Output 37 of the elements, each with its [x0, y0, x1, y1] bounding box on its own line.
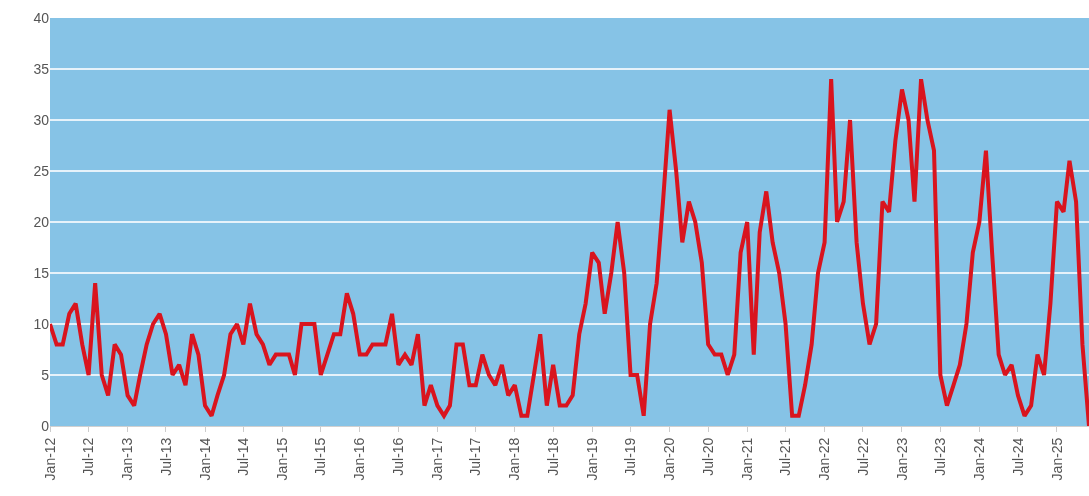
y-tick-label: 25 — [33, 162, 50, 179]
x-tick-label: Jan-14 — [196, 437, 213, 481]
x-tick-label: Jan-23 — [893, 437, 910, 481]
x-tick-label: Jul-21 — [777, 437, 794, 476]
x-tick-label: Jul-18 — [544, 437, 561, 476]
y-tick-label: 20 — [33, 213, 50, 230]
x-tick-label: Jan-22 — [816, 437, 833, 481]
x-tick-label: Jan-16 — [351, 437, 368, 481]
x-tick-label: Jul-17 — [467, 437, 484, 476]
x-tick-label: Jan-15 — [273, 437, 290, 481]
x-tick-label: Jan-18 — [506, 437, 523, 481]
x-tick-label: Jul-15 — [312, 437, 329, 476]
x-tick-label: Jul-20 — [699, 437, 716, 476]
x-tick-label: Jan-13 — [119, 437, 136, 481]
x-tick-label: Jul-22 — [854, 437, 871, 476]
x-tick-label: Jan-21 — [738, 437, 755, 481]
line-series — [50, 77, 1089, 426]
x-tick-label: Jan-12 — [41, 437, 58, 481]
x-tick-label: Jan-25 — [1048, 437, 1065, 481]
x-tick-label: Jan-17 — [428, 437, 445, 481]
y-tick-label: 40 — [33, 9, 50, 26]
y-tick-label: 15 — [33, 264, 50, 281]
x-tick-label: Jul-24 — [1009, 437, 1026, 476]
x-tick-label: Jul-12 — [80, 437, 97, 476]
x-tick-label: Jul-14 — [234, 437, 251, 476]
x-tick-label: Jul-19 — [622, 437, 639, 476]
x-tick-label: Jan-24 — [970, 437, 987, 481]
x-tick-label: Jan-19 — [583, 437, 600, 481]
y-tick-label: 5 — [41, 366, 50, 383]
y-tick-label: 10 — [33, 315, 50, 332]
x-tick-label: Jan-20 — [661, 437, 678, 481]
x-tick-label: Jul-13 — [157, 437, 174, 476]
y-tick-label: 0 — [41, 417, 50, 434]
x-tick-label: Jul-23 — [931, 437, 948, 476]
y-tick-label: 35 — [33, 60, 50, 77]
y-tick-label: 30 — [33, 111, 50, 128]
x-tick-label: Jul-16 — [389, 437, 406, 476]
